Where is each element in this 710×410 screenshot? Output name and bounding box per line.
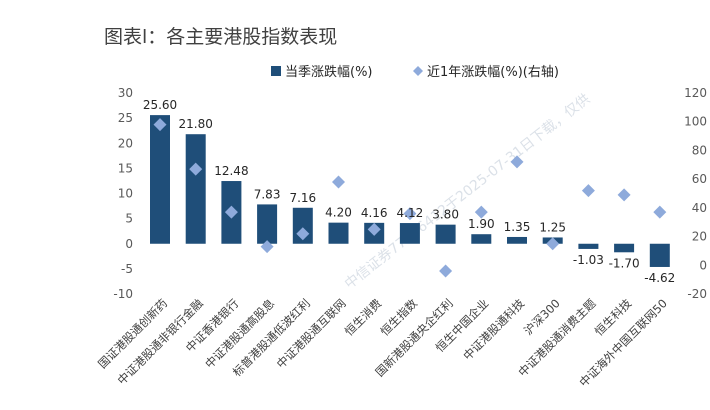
data-label-4: 7.16 — [289, 191, 316, 205]
bar-12 — [578, 243, 599, 249]
y-right-tick-1: 0 — [699, 258, 707, 272]
marker-4 — [296, 227, 310, 241]
bar-8 — [435, 224, 456, 244]
legend-label-marker: 近1年涨跌幅(%)(右轴) — [427, 64, 559, 80]
category-label-6: 恒生消费 — [342, 296, 384, 338]
y-left-tick-4: 10 — [118, 187, 133, 201]
marker-9 — [474, 205, 488, 219]
data-label-14: -4.62 — [644, 271, 675, 285]
marker-8 — [439, 264, 453, 278]
data-label-12: -1.03 — [573, 253, 604, 267]
bar-5 — [328, 222, 349, 244]
y-right-tick-5: 80 — [692, 143, 707, 157]
legend-swatch-bar — [271, 66, 281, 76]
data-label-11: 1.25 — [539, 220, 566, 234]
data-label-2: 12.48 — [214, 164, 248, 178]
chart-title: 图表l：各主要港股指数表现 — [104, 26, 338, 48]
bar-0 — [150, 115, 170, 244]
y-right-tick-7: 120 — [684, 86, 707, 100]
y-left-tick-5: 15 — [118, 161, 133, 175]
data-label-13: -1.70 — [609, 256, 640, 270]
y-left-tick-2: 0 — [125, 237, 133, 251]
y-right-tick-6: 100 — [684, 115, 707, 129]
y-right-tick-2: 20 — [692, 230, 707, 244]
bar-10 — [507, 236, 527, 244]
watermark-text: 中信证券77306412于2025-07-31日下载，仅供 — [342, 91, 593, 292]
marker-1 — [189, 162, 203, 176]
marker-14 — [653, 205, 667, 219]
y-left-tick-6: 20 — [118, 136, 133, 150]
y-axis-right: -20 0 20 40 60 80 100 120 — [684, 86, 707, 301]
marker-series — [153, 118, 667, 278]
bar-14 — [649, 243, 670, 267]
data-label-8: 3.80 — [432, 208, 459, 222]
legend-swatch-marker — [413, 66, 423, 76]
y-right-tick-4: 60 — [692, 172, 707, 186]
data-label-6: 4.16 — [361, 206, 388, 220]
watermark-layer: 中信证券77306412于2025-07-31日下载，仅供 — [342, 91, 593, 292]
bar-9 — [471, 234, 492, 244]
bar-13 — [614, 243, 635, 253]
marker-3 — [260, 240, 274, 254]
marker-10 — [510, 155, 524, 169]
bar-3 — [257, 204, 278, 244]
marker-7 — [403, 207, 417, 221]
data-label-7: 4.12 — [397, 206, 424, 220]
marker-2 — [224, 205, 238, 219]
data-label-3: 7.83 — [254, 187, 281, 201]
y-left-tick-8: 30 — [118, 86, 133, 100]
x-axis-categories: 国证港股通创新药中证港股通非银行金融中证香港银行中证港股通高股息标普港股通低波红… — [95, 296, 670, 390]
bar-1 — [185, 134, 206, 244]
y-left-tick-7: 25 — [118, 111, 133, 125]
data-label-0: 25.60 — [143, 98, 177, 112]
y-right-tick-0: -20 — [687, 287, 707, 301]
y-axis-left: -10 -5 0 5 10 15 20 25 30 — [113, 86, 133, 301]
marker-12 — [581, 184, 595, 198]
category-label-10: 中证港股通科技 — [460, 296, 527, 363]
legend-label-bar: 当季涨跌幅(%) — [285, 64, 373, 80]
y-left-tick-1: -5 — [121, 262, 133, 276]
data-label-5: 4.20 — [325, 206, 352, 220]
bar-7 — [399, 223, 420, 244]
marker-6 — [367, 222, 381, 236]
data-label-1: 21.80 — [179, 117, 213, 131]
y-right-tick-3: 40 — [692, 201, 707, 215]
marker-0 — [153, 118, 167, 132]
y-left-tick-0: -10 — [113, 287, 133, 301]
marker-5 — [332, 175, 345, 189]
data-label-10: 1.35 — [504, 220, 531, 234]
legend: 当季涨跌幅(%) 近1年涨跌幅(%)(右轴) — [271, 64, 559, 80]
y-left-tick-3: 5 — [125, 212, 133, 226]
marker-13 — [617, 188, 631, 202]
marker-11 — [546, 237, 560, 251]
data-label-9: 1.90 — [468, 217, 495, 231]
